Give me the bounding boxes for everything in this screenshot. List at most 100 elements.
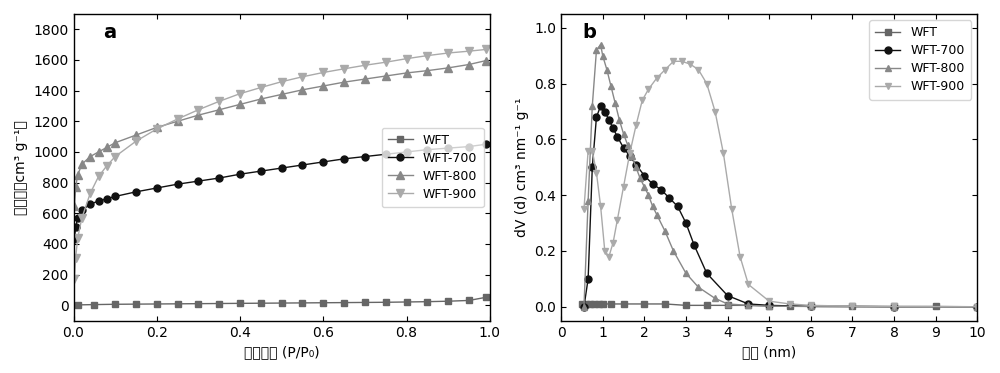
WFT-900 (659, 68, 671, 72)
WFT-700 (93, 199, 105, 203)
WFT-900 (172, 117, 184, 121)
WFT-900 (582, 148, 594, 153)
WFT-900 (624, 151, 636, 156)
WFT (588, 302, 600, 306)
WFT-800 (630, 165, 642, 170)
WFT-800 (421, 68, 433, 73)
WFT-800 (101, 145, 113, 150)
WFT-700 (213, 176, 225, 180)
WFT-700 (76, 208, 88, 213)
WFT (618, 302, 630, 306)
WFT-900 (618, 185, 630, 189)
WFT-700 (607, 126, 619, 131)
WFT-900 (578, 207, 590, 211)
WFT-900 (359, 63, 371, 68)
WFT-700 (971, 304, 983, 309)
WFT-700 (401, 150, 413, 154)
WFT-900 (630, 123, 642, 128)
WFT-800 (971, 304, 983, 309)
Line: WFT-800: WFT-800 (70, 57, 490, 210)
Line: WFT: WFT (579, 301, 980, 310)
WFT-700 (234, 172, 246, 176)
WFT-800 (463, 62, 475, 67)
WFT-800 (638, 185, 650, 189)
WFT-700 (151, 186, 163, 190)
WFT-700 (276, 166, 288, 170)
WFT-900 (676, 59, 688, 63)
WFT (172, 302, 184, 306)
WFT-800 (130, 133, 142, 137)
WFT-700 (84, 202, 96, 206)
WFT (421, 300, 433, 304)
WFT-900 (611, 218, 623, 223)
Line: WFT-900: WFT-900 (580, 58, 981, 310)
WFT-800 (109, 141, 121, 145)
WFT-800 (192, 113, 204, 117)
Line: WFT-800: WFT-800 (580, 41, 981, 310)
WFT (401, 300, 413, 304)
WFT-700 (338, 157, 350, 161)
WFT-700 (70, 225, 82, 229)
WFT-700 (680, 221, 692, 225)
WFT (584, 302, 596, 306)
WFT-800 (234, 102, 246, 107)
WFT-800 (255, 97, 267, 101)
WFT-900 (109, 154, 121, 159)
Text: b: b (582, 23, 596, 42)
WFT-800 (213, 107, 225, 112)
WFT-700 (603, 117, 615, 122)
WFT-800 (84, 154, 96, 159)
WFT-700 (763, 303, 775, 308)
WFT-800 (380, 74, 392, 78)
WFT-900 (463, 49, 475, 53)
WFT (213, 301, 225, 306)
WFT-900 (192, 107, 204, 112)
WFT-900 (380, 60, 392, 65)
WFT-900 (296, 75, 308, 79)
WFT (805, 304, 817, 308)
WFT-800 (651, 213, 663, 217)
WFT-700 (595, 104, 607, 108)
WFT-800 (338, 80, 350, 84)
WFT (130, 302, 142, 306)
Line: WFT-700: WFT-700 (580, 103, 981, 310)
WFT-700 (630, 162, 642, 167)
WFT-800 (68, 203, 80, 208)
WFT-900 (213, 99, 225, 104)
WFT-900 (971, 304, 983, 309)
WFT-900 (734, 254, 746, 259)
WFT-900 (701, 81, 713, 86)
WFT (597, 302, 609, 306)
WFT-700 (638, 173, 650, 178)
WFT-700 (655, 187, 667, 192)
WFT (338, 300, 350, 305)
WFT (722, 303, 734, 308)
Text: a: a (103, 23, 116, 42)
WFT-900 (590, 170, 602, 175)
WFT-800 (888, 304, 900, 309)
WFT-900 (692, 68, 704, 72)
WFT-800 (172, 119, 184, 123)
WFT-700 (599, 109, 611, 114)
Line: WFT-900: WFT-900 (70, 45, 490, 283)
X-axis label: 相对压力 (P/P₀): 相对压力 (P/P₀) (244, 345, 319, 359)
WFT-700 (663, 196, 675, 200)
WFT-700 (109, 194, 121, 199)
WFT-700 (618, 145, 630, 150)
WFT-700 (68, 237, 80, 242)
WFT (888, 304, 900, 309)
WFT (463, 298, 475, 303)
WFT-700 (578, 304, 590, 309)
WFT (359, 300, 371, 305)
WFT-900 (442, 51, 454, 55)
WFT-900 (805, 303, 817, 308)
WFT-900 (586, 148, 598, 153)
WFT-700 (805, 304, 817, 309)
WFT-700 (590, 115, 602, 119)
WFT-700 (624, 154, 636, 159)
WFT-900 (763, 299, 775, 303)
WFT-800 (480, 59, 492, 63)
WFT-800 (742, 303, 754, 308)
WFT-700 (130, 189, 142, 194)
WFT (971, 304, 983, 309)
